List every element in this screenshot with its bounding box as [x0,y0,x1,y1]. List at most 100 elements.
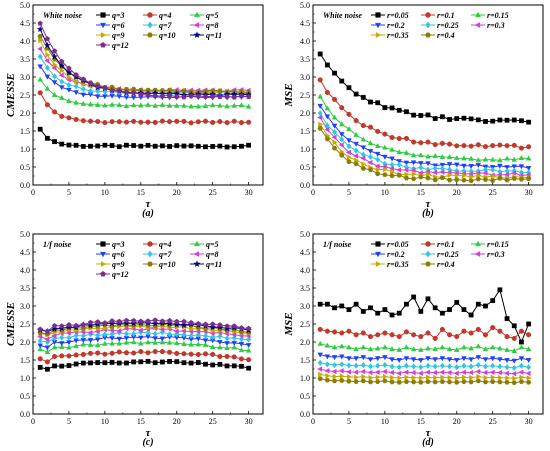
data-point [173,340,180,346]
data-point [338,142,344,148]
series-line [319,117,529,176]
data-point [37,356,43,362]
legend-item: q=9 [96,260,125,269]
legend-item: q=12 [96,270,129,279]
x-axis-label: τ [146,198,152,210]
data-point [396,364,402,371]
data-point [526,144,532,150]
data-point [123,319,130,327]
data-point [138,335,144,341]
data-point [224,363,230,369]
data-point [44,102,50,108]
data-point [483,363,488,370]
y-axis-label: CMESSE [5,302,17,346]
series-line [320,368,529,375]
data-point [368,363,373,370]
data-point [202,341,209,347]
data-point [238,356,244,362]
x-tick-label: 20 [453,417,461,426]
data-point [152,93,158,99]
data-point [375,166,381,173]
data-point [432,177,438,183]
data-point [44,366,50,372]
data-point [353,356,359,362]
data-point [238,325,245,331]
data-point [209,344,216,350]
data-point [418,174,424,180]
y-tick-label: 2.0 [20,338,30,347]
data-point [504,171,510,178]
data-point [167,144,172,149]
data-point [346,154,352,161]
data-point [367,334,374,340]
legend-item: r=0.3 [471,250,505,259]
data-point [80,332,86,340]
data-point [116,88,122,94]
data-point [511,335,517,341]
data-point [353,118,359,124]
data-point [87,338,94,344]
data-point [411,332,417,338]
data-point [396,135,402,142]
data-point [338,121,345,127]
data-point [159,143,165,149]
data-point [317,301,323,307]
data-point [224,353,230,360]
data-point [317,359,323,367]
data-point [52,363,57,369]
data-point [231,344,238,350]
data-point [354,157,360,163]
chart-panel-d: 0.0 0.5 1.0 1.5 2.0 2.5 3.0 3.5 4.0 4.5 5.0 0 5 10 15 2… [283,230,544,448]
data-point [432,152,438,158]
y-tick-label: 3.5 [20,284,30,293]
data-point [331,123,338,129]
y-tick-label: 3.5 [300,284,310,293]
data-point [51,53,58,60]
data-point [447,374,453,381]
data-point [317,340,323,346]
data-point [353,301,359,307]
data-point [332,96,338,102]
series-line [39,128,249,148]
legend-marker [425,261,431,267]
y-tick-label: 4.5 [20,19,30,28]
data-point [361,161,367,167]
data-point [217,143,223,149]
legend-label: q=12 [112,270,129,279]
data-point [511,176,517,181]
data-point [461,163,467,169]
data-point [389,165,395,172]
legend-item: q=4 [143,11,172,20]
data-point [396,334,402,340]
legend-label: r=0.2 [387,250,405,259]
series-q4 [37,348,252,365]
data-point [504,177,510,183]
data-point [519,339,524,345]
legend-label: r=0.3 [487,21,505,30]
series-r0.4 [317,126,532,184]
data-point [210,334,216,341]
data-point [504,155,510,161]
data-point [360,136,367,142]
data-point [432,142,438,148]
data-point [497,287,503,293]
data-point [203,144,208,150]
x-tick-label: 10 [101,417,109,426]
data-point [66,334,72,341]
data-point [440,374,446,381]
data-point [475,162,482,168]
data-point [224,335,230,342]
data-point [38,37,44,44]
data-point [504,143,510,149]
data-point [339,330,345,336]
data-point [123,119,129,125]
data-point [346,143,352,150]
legend-label: q=3 [112,240,125,249]
data-point [525,380,532,385]
data-point [482,357,489,363]
data-point [518,145,524,151]
data-point [180,328,186,334]
data-point [109,350,115,356]
series-line [319,53,529,123]
legend-item: q=6 [96,21,125,30]
